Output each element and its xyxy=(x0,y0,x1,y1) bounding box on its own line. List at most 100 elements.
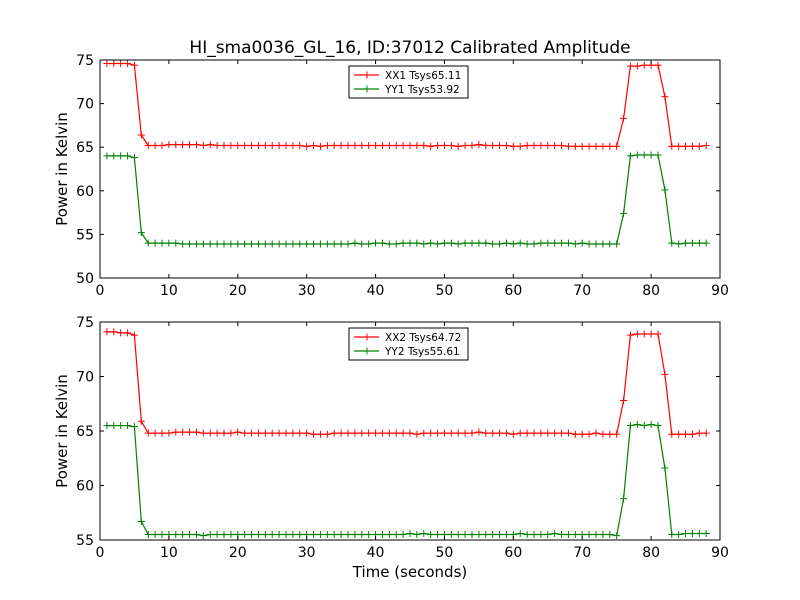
data-point-marker xyxy=(186,240,194,248)
data-point-marker xyxy=(489,531,497,539)
x-tick-label: 30 xyxy=(298,283,316,299)
data-point-marker xyxy=(530,531,538,539)
data-point-marker xyxy=(241,240,249,248)
data-point-marker xyxy=(558,239,566,247)
data-point-marker xyxy=(399,531,407,539)
y-tick-label: 65 xyxy=(76,140,94,156)
data-point-marker xyxy=(537,429,545,437)
data-point-marker xyxy=(702,529,710,537)
data-point-marker xyxy=(440,239,448,247)
data-point-marker xyxy=(413,430,421,438)
data-point-marker xyxy=(296,240,304,248)
y-axis-label: Power in Kelvin xyxy=(53,112,71,226)
data-point-marker xyxy=(475,428,483,436)
data-point-marker xyxy=(599,142,607,150)
data-point-marker xyxy=(337,141,345,149)
data-point-marker xyxy=(620,209,628,217)
data-point-marker xyxy=(310,531,318,539)
data-point-marker xyxy=(206,531,214,539)
data-point-marker xyxy=(516,142,524,150)
data-point-marker xyxy=(275,429,283,437)
data-point-marker xyxy=(502,239,510,247)
data-point-marker xyxy=(695,239,703,247)
data-point-marker xyxy=(330,240,338,248)
data-point-marker xyxy=(392,141,400,149)
data-point-marker xyxy=(427,239,435,247)
data-point-marker xyxy=(620,396,628,404)
data-point-marker xyxy=(668,531,676,539)
data-point-marker xyxy=(571,531,579,539)
data-point-marker xyxy=(124,60,132,67)
data-point-marker xyxy=(316,430,324,438)
data-point-marker xyxy=(530,141,538,149)
data-point-marker xyxy=(461,239,469,247)
data-point-marker xyxy=(220,531,228,539)
data-point-marker xyxy=(626,152,634,160)
data-point-marker xyxy=(199,141,207,149)
data-point-marker xyxy=(378,239,386,247)
data-point-marker xyxy=(564,239,572,247)
data-point-marker xyxy=(564,429,572,437)
data-point-marker xyxy=(110,422,118,430)
data-point-marker xyxy=(447,141,455,149)
data-point-marker xyxy=(358,531,366,539)
data-point-marker xyxy=(654,61,662,69)
series-yy2-group xyxy=(103,420,710,540)
legend-label: XX2 Tsys64.72 xyxy=(385,332,461,344)
legend-marker xyxy=(363,71,371,79)
data-point-marker xyxy=(254,141,262,149)
data-point-marker xyxy=(310,240,318,248)
data-point-marker xyxy=(675,142,683,150)
legend-label: YY1 Tsys53.92 xyxy=(384,84,460,96)
data-point-marker xyxy=(599,240,607,248)
data-point-marker xyxy=(192,531,200,539)
data-point-marker xyxy=(296,531,304,539)
data-point-marker xyxy=(323,430,331,438)
data-point-marker xyxy=(268,531,276,539)
data-point-marker xyxy=(385,240,393,248)
data-point-marker xyxy=(282,141,290,149)
data-point-marker xyxy=(606,430,614,438)
data-point-marker xyxy=(337,531,345,539)
data-point-marker xyxy=(496,240,504,248)
data-point-marker xyxy=(261,531,269,539)
data-point-marker xyxy=(468,429,476,437)
data-point-marker xyxy=(558,429,566,437)
data-point-marker xyxy=(344,429,352,437)
data-point-marker xyxy=(192,240,200,248)
legend-marker xyxy=(363,347,371,355)
data-point-marker xyxy=(668,430,676,438)
data-point-marker xyxy=(399,429,407,437)
data-point-marker xyxy=(516,429,524,437)
bottom-subplot: 0 10 20 30 40 50 60 70 80 90 55 60 65 70 75 Power in Ke… xyxy=(53,315,729,561)
data-point-marker xyxy=(330,141,338,149)
data-point-marker xyxy=(585,240,593,248)
y-tick-label: 55 xyxy=(76,533,94,549)
series-xx1-group xyxy=(103,60,710,150)
data-point-marker xyxy=(344,531,352,539)
data-point-marker xyxy=(117,60,125,67)
data-point-marker xyxy=(192,141,200,149)
data-point-marker xyxy=(454,531,462,539)
data-point-marker xyxy=(406,529,414,537)
data-point-marker xyxy=(420,529,428,537)
data-point-marker xyxy=(447,239,455,247)
data-point-marker xyxy=(592,142,600,150)
data-point-marker xyxy=(702,239,710,247)
data-point-marker xyxy=(578,430,586,438)
data-point-marker xyxy=(496,429,504,437)
data-point-marker xyxy=(158,531,166,539)
data-point-marker xyxy=(502,531,510,539)
data-point-marker xyxy=(378,531,386,539)
data-point-marker xyxy=(551,529,559,537)
data-point-marker xyxy=(144,531,152,539)
data-point-marker xyxy=(661,93,669,101)
data-point-marker xyxy=(440,141,448,149)
data-point-marker xyxy=(227,240,235,248)
data-point-marker xyxy=(144,141,152,149)
data-point-marker xyxy=(564,142,572,150)
data-point-marker xyxy=(137,131,145,139)
data-point-marker xyxy=(551,239,559,247)
y-tick-label: 75 xyxy=(76,53,94,69)
data-point-marker xyxy=(117,329,125,337)
